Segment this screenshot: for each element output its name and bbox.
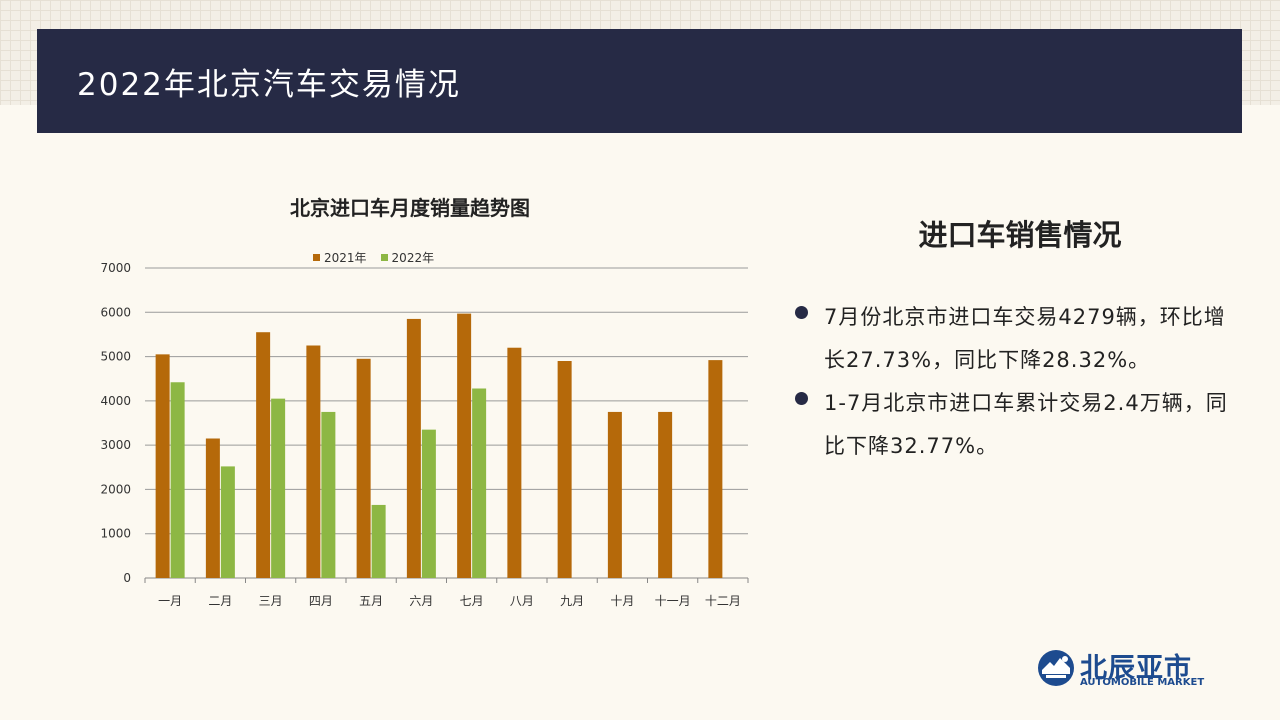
bar-2021年 (607, 411, 622, 578)
bar-2022年 (421, 429, 436, 578)
x-tick-label: 十一月 (655, 594, 691, 608)
bullet-item: 7月份北京市进口车交易4279辆，环比增长27.73%，同比下降28.32%。 (792, 296, 1242, 382)
header-bar: 2022年北京汽车交易情况 (37, 29, 1242, 133)
chart-title: 北京进口车月度销量趋势图 (290, 196, 530, 220)
y-tick-label: 7000 (100, 261, 131, 275)
x-tick-label: 七月 (460, 594, 484, 608)
y-tick-label: 4000 (100, 394, 131, 408)
bullet-dot-icon (795, 306, 808, 319)
x-tick-label: 二月 (208, 594, 232, 608)
bullet-list: 7月份北京市进口车交易4279辆，环比增长27.73%，同比下降28.32%。 … (792, 296, 1242, 468)
x-tick-label: 一月 (158, 594, 182, 608)
bar-2021年 (406, 318, 421, 578)
bar-2021年 (306, 345, 321, 578)
bar-2021年 (658, 411, 673, 578)
bar-2021年 (256, 332, 271, 578)
x-tick-label: 十月 (610, 594, 634, 608)
company-logo: 北辰亚市 AUTOMOBILE MARKET (1036, 646, 1208, 690)
globe-icon (1038, 650, 1074, 686)
bar-2022年 (220, 466, 235, 578)
x-tick-label: 五月 (359, 594, 383, 608)
y-tick-label: 0 (123, 571, 131, 585)
legend-swatch-2022 (380, 254, 388, 261)
bar-2022年 (321, 411, 336, 578)
x-tick-label: 四月 (309, 594, 333, 608)
bar-2021年 (356, 358, 371, 578)
x-tick-label: 三月 (259, 594, 283, 608)
bar-2022年 (472, 388, 487, 578)
bar-2021年 (507, 347, 522, 578)
y-tick-label: 5000 (100, 350, 131, 364)
x-tick-label: 八月 (510, 594, 534, 608)
bar-2022年 (371, 504, 386, 578)
bullet-item: 1-7月北京市进口车累计交易2.4万辆，同比下降32.77%。 (792, 382, 1242, 468)
x-tick-label: 六月 (409, 594, 433, 608)
page-title: 2022年北京汽车交易情况 (77, 67, 461, 103)
bullet-text: 7月份北京市进口车交易4279辆，环比增长27.73%，同比下降28.32%。 (824, 305, 1226, 372)
legend-swatch-2021 (313, 254, 320, 261)
bar-2021年 (205, 438, 220, 578)
legend-item-2022: 2022年 (380, 249, 435, 266)
bar-2022年 (170, 382, 185, 578)
x-tick-label: 九月 (560, 594, 584, 608)
y-tick-label: 6000 (100, 305, 131, 319)
bullet-text: 1-7月北京市进口车累计交易2.4万辆，同比下降32.77%。 (824, 391, 1228, 458)
bullet-dot-icon (795, 392, 808, 405)
bar-2021年 (457, 313, 472, 578)
legend-label-2022: 2022年 (391, 251, 435, 265)
chart-legend: 2021年 2022年 (313, 249, 434, 266)
y-tick-label: 1000 (100, 527, 131, 541)
y-tick-label: 2000 (100, 482, 131, 496)
logo-text-cn: 北辰亚市 (1080, 653, 1192, 684)
legend-item-2021: 2021年 (313, 249, 367, 266)
bar-2021年 (155, 354, 170, 578)
bar-2021年 (708, 360, 723, 578)
logo-text-en: AUTOMOBILE MARKET (1080, 677, 1205, 688)
panel-title: 进口车销售情况 (918, 218, 1122, 252)
legend-label-2021: 2021年 (324, 251, 367, 265)
bar-2021年 (557, 361, 572, 578)
x-tick-label: 十二月 (705, 594, 741, 608)
y-tick-label: 3000 (100, 438, 131, 452)
bar-2022年 (271, 398, 286, 578)
